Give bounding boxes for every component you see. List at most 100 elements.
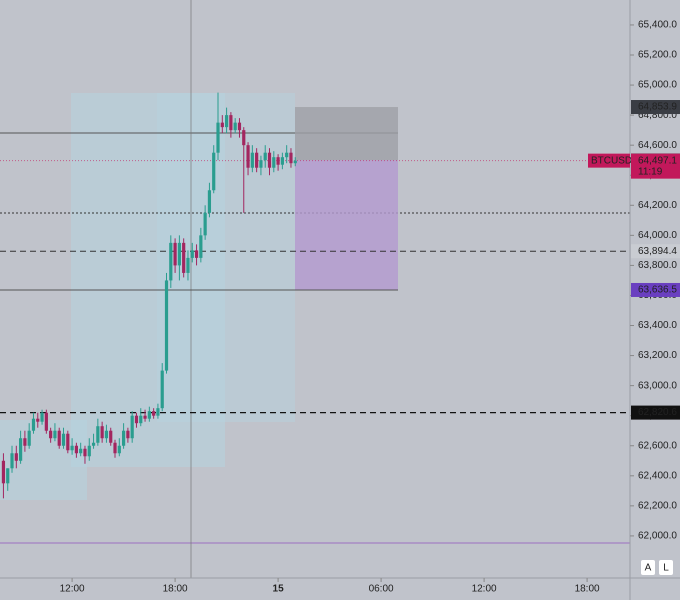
candle-body: [121, 430, 126, 446]
y-tick-label: 65,000.0: [638, 80, 677, 91]
candle-body: [190, 250, 194, 258]
candle-body: [224, 115, 229, 128]
level-tag-label: 63,894.4: [638, 246, 677, 257]
candle-body: [109, 430, 113, 443]
session-box: [157, 93, 295, 422]
candle-body: [134, 415, 139, 424]
candle-body: [74, 445, 78, 454]
y-tick-label: 64,800.0: [638, 110, 677, 121]
log-button-label[interactable]: L: [663, 563, 669, 574]
level-tag-label: 63,636.5: [638, 285, 677, 296]
candle-body: [212, 152, 216, 191]
x-tick-label: 18:00: [163, 584, 188, 595]
candle-body: [53, 430, 57, 439]
candle-body: [152, 411, 156, 416]
last-price-label: 64,497.1: [638, 155, 677, 166]
level-tag-label: 62,820.6: [638, 407, 677, 418]
candle-body: [100, 426, 104, 439]
candle-body: [169, 242, 173, 281]
y-tick-label: 64,200.0: [638, 200, 677, 211]
level-tag: [631, 405, 680, 420]
candle-body: [285, 152, 289, 158]
candle-body: [96, 426, 100, 443]
y-tick-label: 62,000.0: [638, 531, 677, 542]
candle-body: [160, 370, 164, 409]
x-tick-label: 15: [273, 584, 285, 595]
candle-body: [177, 242, 181, 266]
log-button[interactable]: [659, 560, 673, 575]
candle-body: [36, 418, 40, 422]
last-price-tag: [631, 153, 680, 179]
candle-body: [173, 242, 177, 266]
candle-body: [83, 448, 87, 457]
candle-body: [229, 115, 233, 131]
candle-body: [117, 445, 121, 454]
candle-body: [91, 442, 96, 446]
candle-body: [6, 468, 10, 484]
candle-body: [246, 145, 250, 168]
auto-button-label[interactable]: A: [645, 563, 652, 574]
candle-body: [14, 453, 18, 461]
candle-body: [289, 152, 293, 164]
level-tag: [631, 100, 680, 115]
position-box: [295, 160, 398, 290]
candle-body: [87, 445, 91, 457]
candle-body: [104, 430, 109, 439]
level-tag-label: 64,853.9: [638, 102, 677, 113]
candle-body: [220, 122, 224, 128]
candle-body: [233, 122, 237, 131]
candle-body: [18, 438, 23, 461]
candle-body: [263, 152, 267, 161]
candle-body: [293, 160, 297, 164]
candle-body: [113, 442, 117, 454]
candle-body: [255, 152, 259, 168]
countdown-label: 11:19: [638, 166, 663, 177]
level-tag: [631, 244, 680, 259]
candle-body: [27, 430, 31, 446]
plot-layer: [0, 0, 630, 578]
candle-body: [272, 157, 276, 168]
candle-body: [207, 190, 212, 213]
candle-body: [147, 411, 151, 419]
x-tick-label: 12:00: [60, 584, 85, 595]
candle-body: [186, 257, 190, 273]
candle-body: [130, 415, 134, 439]
symbol-tag: [588, 153, 630, 168]
candle-body: [57, 430, 61, 446]
candle-body: [242, 130, 246, 146]
x-tick-label: 12:00: [472, 584, 497, 595]
candle-body: [66, 433, 70, 451]
x-tick-label: 18:00: [575, 584, 600, 595]
candle-body: [139, 415, 143, 424]
y-tick-label: 62,600.0: [638, 440, 677, 451]
candle-body: [259, 160, 263, 168]
session-box: [71, 93, 225, 467]
candle-body: [280, 157, 284, 165]
level-tag: [631, 282, 680, 297]
candle-body: [70, 445, 74, 451]
candle-body: [203, 212, 207, 236]
candle-body: [199, 235, 203, 258]
y-tick-label: 65,200.0: [638, 50, 677, 61]
candle-body: [194, 250, 199, 258]
auto-button[interactable]: [641, 560, 655, 575]
candle-body: [23, 438, 27, 446]
candle-body: [49, 430, 53, 439]
y-tick-label: 63,800.0: [638, 260, 677, 271]
y-tick-label: 65,400.0: [638, 20, 677, 31]
y-tick-label: 63,000.0: [638, 380, 677, 391]
candle-body: [44, 412, 48, 431]
symbol-tag-label: BTCUSDT: [591, 155, 638, 166]
candle-body: [79, 448, 83, 454]
y-tick-label: 63,400.0: [638, 320, 677, 331]
y-tick-label: 64,000.0: [638, 230, 677, 241]
candle-body: [126, 430, 130, 439]
candle-body: [267, 152, 272, 168]
y-tick-label: 63,200.0: [638, 350, 677, 361]
y-tick-label: 62,200.0: [638, 501, 677, 512]
candle-body: [216, 122, 220, 153]
candle-body: [164, 280, 169, 371]
position-box: [295, 107, 398, 161]
candle-body: [250, 152, 254, 168]
